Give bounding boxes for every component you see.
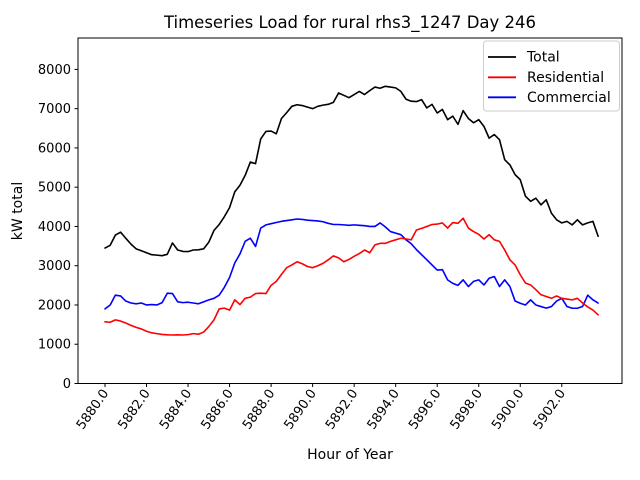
y-tick-label: 6000 <box>38 141 71 156</box>
y-tick-label: 8000 <box>38 63 71 78</box>
x-tick-label: 5882.0 <box>115 387 153 433</box>
x-tick-label: 5894.0 <box>365 387 403 433</box>
plot-lines <box>104 85 599 336</box>
x-tick-label: 5886.0 <box>198 387 236 433</box>
x-tick-label: 5888.0 <box>240 387 278 433</box>
y-tick-label: 1000 <box>38 338 71 353</box>
x-axis-label: Hour of Year <box>307 447 393 463</box>
x-tick-label: 5880.0 <box>74 387 112 433</box>
y-tick-label: 4000 <box>38 220 71 235</box>
legend-label-residential: Residential <box>527 70 604 86</box>
y-tick-label: 0 <box>63 377 71 392</box>
y-tick-label: 5000 <box>38 181 71 196</box>
legend-label-total: Total <box>526 50 560 66</box>
y-tick-label: 7000 <box>38 102 71 117</box>
plot-frame <box>77 37 623 384</box>
chart-title: Timeseries Load for rural rhs3_1247 Day … <box>163 13 536 33</box>
x-tick-label: 5900.0 <box>489 387 527 433</box>
legend: Total Residential Commercial <box>483 40 620 112</box>
x-tick-label: 5892.0 <box>323 387 361 433</box>
x-tick-label: 5890.0 <box>282 387 320 433</box>
axes-ticks: 5880.0 5882.0 5884.0 5886.0 5888.0 5890.0 5892… <box>38 63 569 433</box>
x-tick-label: 5898.0 <box>448 387 486 433</box>
series-line-commercial <box>104 218 599 310</box>
series-line-total <box>104 85 599 257</box>
x-tick-label: 5896.0 <box>406 387 444 433</box>
y-tick-label: 2000 <box>38 298 71 313</box>
x-tick-label: 5902.0 <box>531 387 569 433</box>
legend-box <box>483 40 620 112</box>
series-line-residential <box>104 217 599 336</box>
legend-label-commercial: Commercial <box>527 90 611 106</box>
x-tick-label: 5884.0 <box>157 387 195 433</box>
y-axis-label: kW total <box>10 182 26 240</box>
y-tick-label: 3000 <box>38 259 71 274</box>
